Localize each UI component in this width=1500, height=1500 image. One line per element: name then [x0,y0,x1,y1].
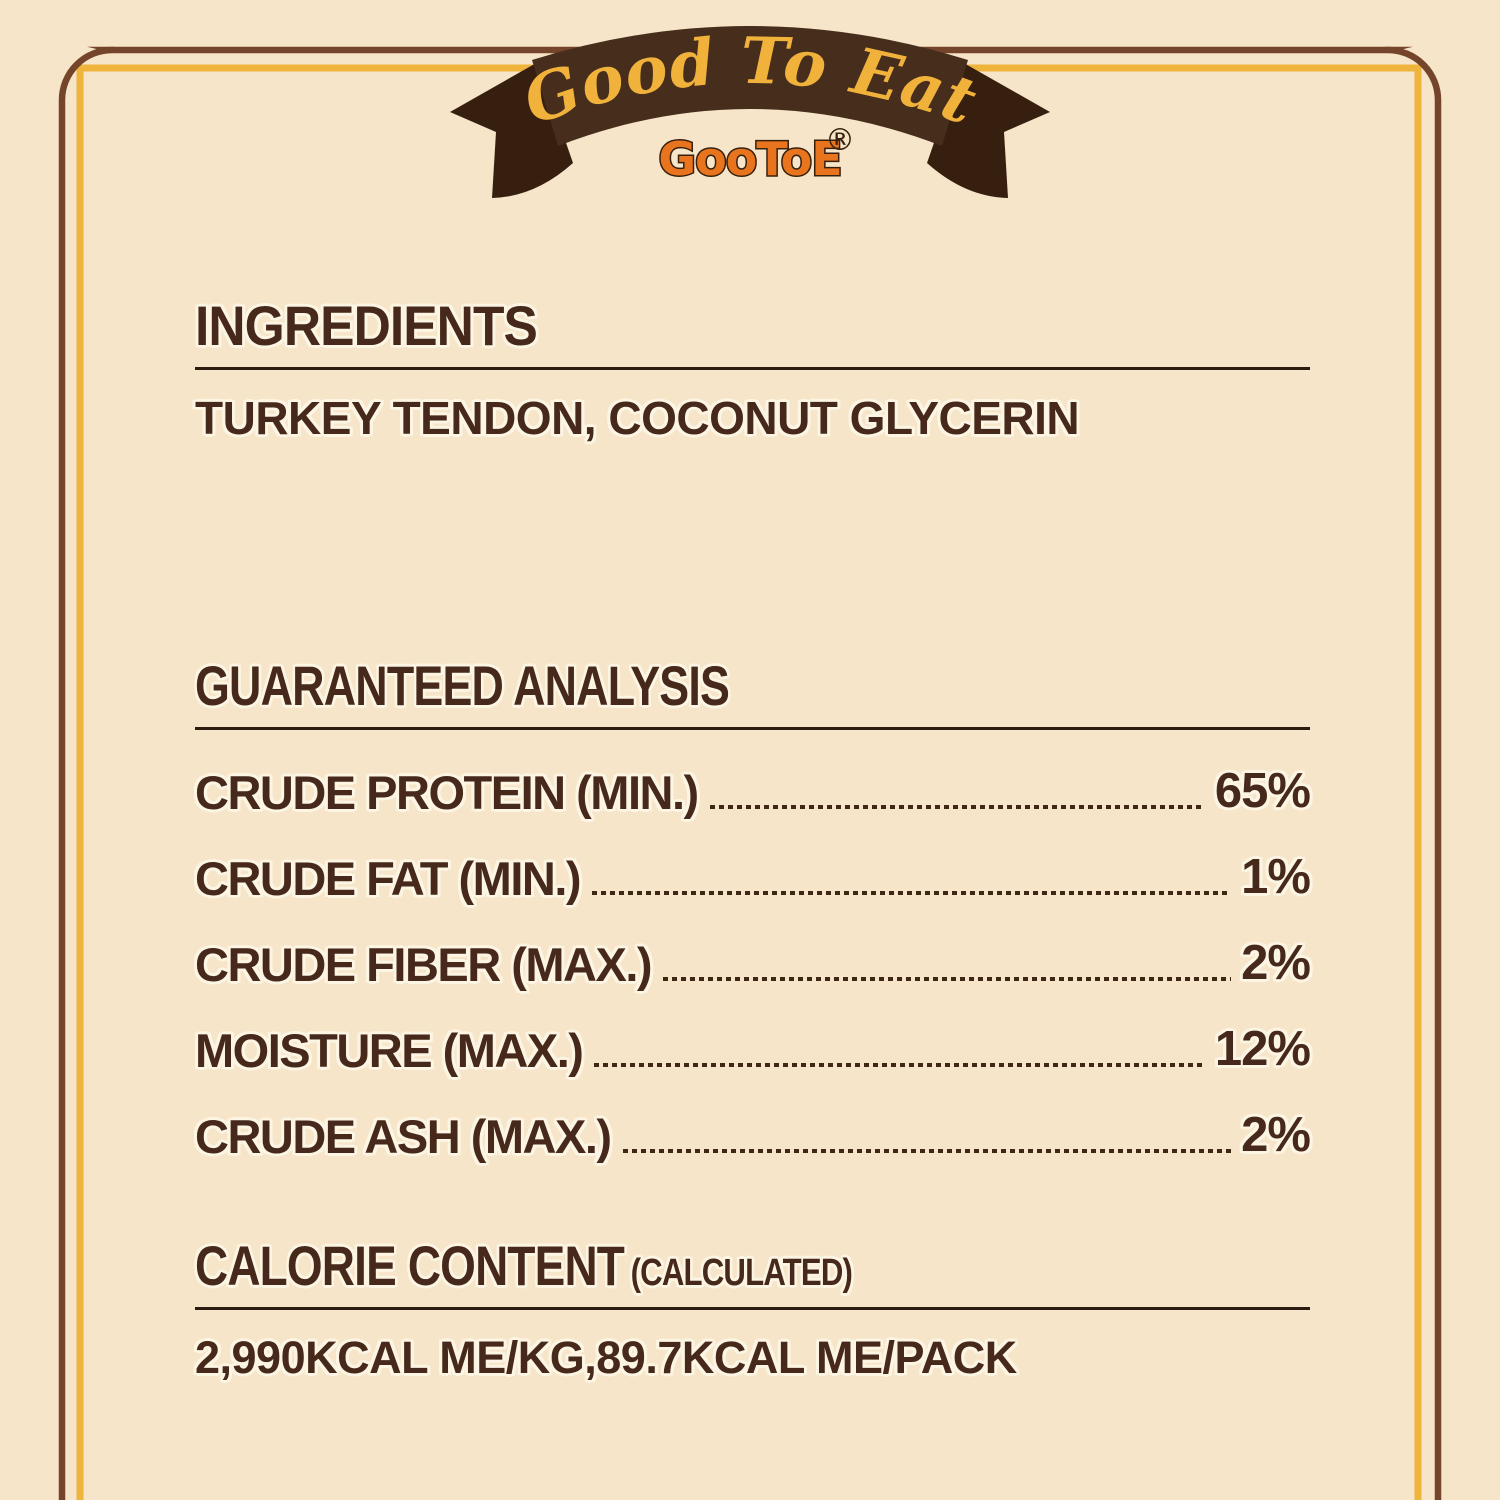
frame-corner-tip-left [87,46,114,54]
ribbon-text: Good To Eat [514,24,985,141]
row-leader [594,1063,1205,1067]
analysis-row: CRUDE ASH (MAX.) 2% [195,1108,1311,1163]
ingredients-text: TURKEY TENDON, COCONUT GLYCERIN [195,392,1080,444]
analysis-row: CRUDE FIBER (MAX.) 2% [195,936,1311,991]
section-calorie: CALORIE CONTENT (CALCULATED) 2,990KCAL ME… [195,1238,1310,1380]
row-value: 12% [1214,1022,1311,1076]
row-value: 2% [1241,936,1311,990]
ribbon-script: Good To Eat [514,24,986,141]
section-rule: INGREDIENTS [195,298,1310,370]
analysis-row: CRUDE PROTEIN (MIN.) 65% [195,764,1311,819]
calorie-text: 2,990KCAL ME/KG,89.7KCAL ME/PACK [195,1332,1017,1383]
frame-corner-tip-right [1386,46,1413,54]
section-title: GUARANTEED ANALYSIS [195,654,730,717]
row-label: MOISTURE (MAX.) [195,1024,584,1077]
row-value: 65% [1214,764,1311,818]
ribbon-tail-right [927,62,1050,198]
row-label: CRUDE FAT (MIN.) [195,852,582,905]
row-label: CRUDE FIBER (MAX.) [195,938,653,991]
analysis-row: MOISTURE (MAX.) 12% [195,1022,1311,1077]
section-ingredients: INGREDIENTS TURKEY TENDON, COCONUT GLYCE… [195,298,1310,441]
row-leader [709,805,1205,809]
row-leader [663,977,1232,981]
registered-mark-icon: ® [825,123,855,158]
row-label: CRUDE PROTEIN (MIN.) [195,766,699,819]
brand-banner: Good To Eat GooToE ® [450,24,1050,198]
row-leader [592,891,1232,895]
section-analysis: GUARANTEED ANALYSIS CRUDE PROTEIN (MIN.)… [195,658,1311,1163]
calorie-title-suffix: (CALCULATED) [630,1252,853,1294]
section-title: CALORIE CONTENT [195,1234,625,1297]
analysis-row: CRUDE FAT (MIN.) 1% [195,850,1311,905]
row-value: 2% [1241,1108,1311,1162]
row-leader [622,1149,1232,1153]
calorie-title-group: CALORIE CONTENT (CALCULATED) [195,1238,853,1294]
section-rule: GUARANTEED ANALYSIS [195,658,1310,730]
section-rule: CALORIE CONTENT (CALCULATED) [195,1238,1310,1310]
ribbon-band [532,26,968,146]
row-label: CRUDE ASH (MAX.) [195,1110,612,1163]
brand-logo: GooToE [658,132,841,186]
row-value: 1% [1241,850,1311,904]
section-title: INGREDIENTS [195,294,538,357]
ribbon-tail-left [450,62,573,198]
